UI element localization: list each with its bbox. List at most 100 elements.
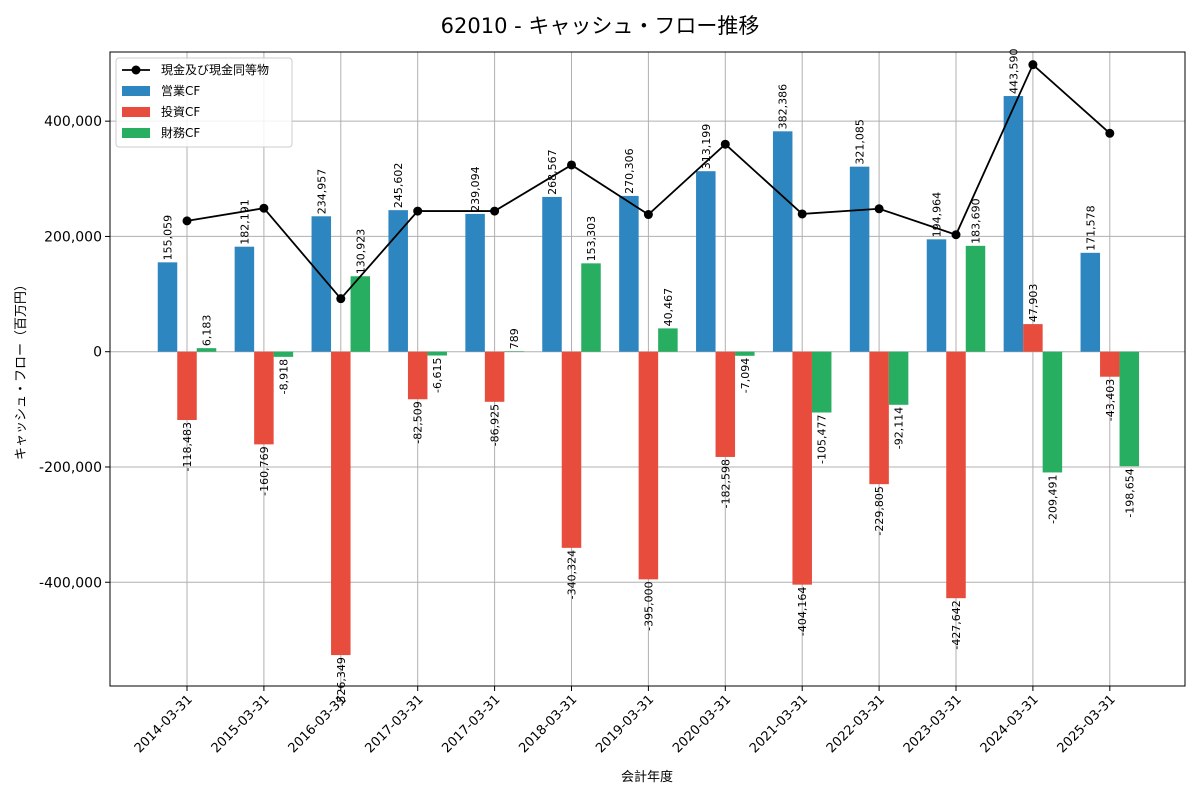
bar-value-label: -526,349 — [335, 657, 348, 706]
x-tick-label: 2015-03-31 — [209, 692, 273, 756]
legend-label: 投資CF — [161, 104, 200, 119]
bar-value-label: -118,483 — [181, 422, 194, 471]
cash-point — [1028, 60, 1038, 70]
legend-swatch — [122, 128, 150, 138]
bar-value-label: 234,957 — [315, 169, 328, 215]
legend-swatch — [122, 107, 150, 117]
y-tick-label: 0 — [93, 345, 102, 361]
bar — [658, 328, 678, 352]
bar-value-label: -340,324 — [566, 550, 579, 599]
bar — [234, 246, 255, 352]
bar — [427, 351, 447, 356]
bar — [965, 245, 986, 352]
cash-point — [259, 203, 269, 213]
bar — [465, 213, 485, 352]
bar — [1119, 351, 1140, 467]
bar-value-label: 153,303 — [585, 216, 598, 262]
bar-value-label: 6,183 — [201, 315, 214, 347]
bar — [696, 171, 716, 352]
bar — [273, 351, 294, 357]
bar — [542, 196, 562, 352]
cash-point — [643, 210, 653, 220]
x-tick-label: 2021-03-31 — [747, 692, 811, 756]
legend-label: 財務CF — [161, 125, 200, 140]
bars — [157, 96, 1140, 656]
bar — [311, 216, 332, 352]
x-tick-label: 2020-03-31 — [670, 692, 734, 756]
bar-value-label: 789 — [508, 328, 521, 349]
bar-value-label: -6,615 — [431, 358, 444, 393]
bar — [484, 351, 505, 402]
bar — [772, 131, 793, 352]
x-tick-label: 2017-03-31 — [362, 692, 426, 756]
cash-point — [490, 206, 500, 216]
y-tick-label: -400,000 — [39, 575, 102, 591]
cash-point — [874, 204, 884, 214]
cash-point — [567, 160, 576, 170]
bar-value-label: -209,491 — [1046, 474, 1059, 523]
bar — [1023, 324, 1043, 352]
bar-value-label: 268,567 — [546, 149, 559, 195]
bar-value-label: 183,690 — [970, 198, 983, 244]
bar-value-label: 239,094 — [469, 166, 482, 211]
legend-marker — [131, 65, 141, 75]
cash-point — [182, 216, 192, 226]
bar-value-label: -7,094 — [739, 358, 752, 393]
bar-value-label: -92,114 — [893, 407, 906, 449]
legend-swatch — [122, 86, 150, 96]
bar-value-label: 40,467 — [662, 288, 675, 327]
bar — [157, 262, 178, 352]
cash-point — [336, 294, 346, 304]
legend-label: 現金及び現金同等物 — [161, 62, 269, 77]
bar-value-label: -182,598 — [719, 459, 732, 508]
bar-value-label: 270,306 — [623, 148, 636, 194]
bar-value-label: 47,903 — [1027, 284, 1040, 323]
x-tick-label: 2016-03-31 — [286, 692, 350, 756]
bar — [196, 348, 217, 352]
bar — [407, 351, 428, 400]
x-axis-label: 会計年度 — [621, 769, 673, 785]
x-tick-label: 2019-03-31 — [593, 692, 657, 756]
bar-value-label: -105,477 — [816, 415, 829, 464]
bar-value-label: -86,925 — [489, 404, 502, 446]
bar — [946, 351, 966, 599]
cash-line — [182, 60, 1115, 304]
cash-point — [413, 206, 423, 216]
bar-value-label: 130,923 — [354, 229, 367, 275]
bar-value-label: 171,578 — [1084, 205, 1097, 251]
x-tick-label: 2023-03-31 — [901, 692, 965, 756]
bar — [735, 351, 755, 356]
bar-value-label: 155,059 — [162, 215, 175, 261]
bar-value-label: 194,964 — [931, 192, 944, 238]
y-tick-label: 400,000 — [44, 114, 102, 130]
bar — [1003, 96, 1024, 352]
y-axis-label: キャッシュ・フロー（百万円） — [14, 278, 29, 460]
cash-point — [951, 230, 961, 240]
legend-box — [115, 57, 293, 148]
bar — [869, 351, 889, 485]
cash-point — [1105, 128, 1115, 138]
x-tick-label: 2017-03-31 — [439, 692, 503, 756]
bar-value-label: 313,199 — [700, 124, 713, 170]
bar — [331, 351, 351, 656]
bar-value-label: 182,191 — [238, 199, 251, 245]
bar — [561, 351, 582, 548]
y-tick-label: 200,000 — [44, 229, 102, 245]
legend-label: 営業CF — [161, 84, 200, 98]
bar-value-label: 382,386 — [777, 84, 790, 130]
data-labels: 155,059 182,191 234,957 245,602 239,094 268,5… — [162, 49, 1137, 707]
bar — [619, 195, 639, 352]
bar — [350, 276, 371, 352]
bar — [177, 351, 197, 420]
plot-frame — [109, 51, 1186, 687]
bar — [715, 351, 736, 457]
x-tick-label: 2014-03-31 — [132, 692, 196, 756]
bar-value-label: 245,602 — [392, 163, 405, 209]
x-tick-label: 2018-03-31 — [516, 692, 580, 756]
bar-value-label: -82,509 — [412, 401, 425, 443]
chart-title: 62010 - キャッシュ・フロー推移 — [441, 14, 760, 38]
bar — [926, 239, 947, 352]
bar — [1100, 351, 1120, 377]
